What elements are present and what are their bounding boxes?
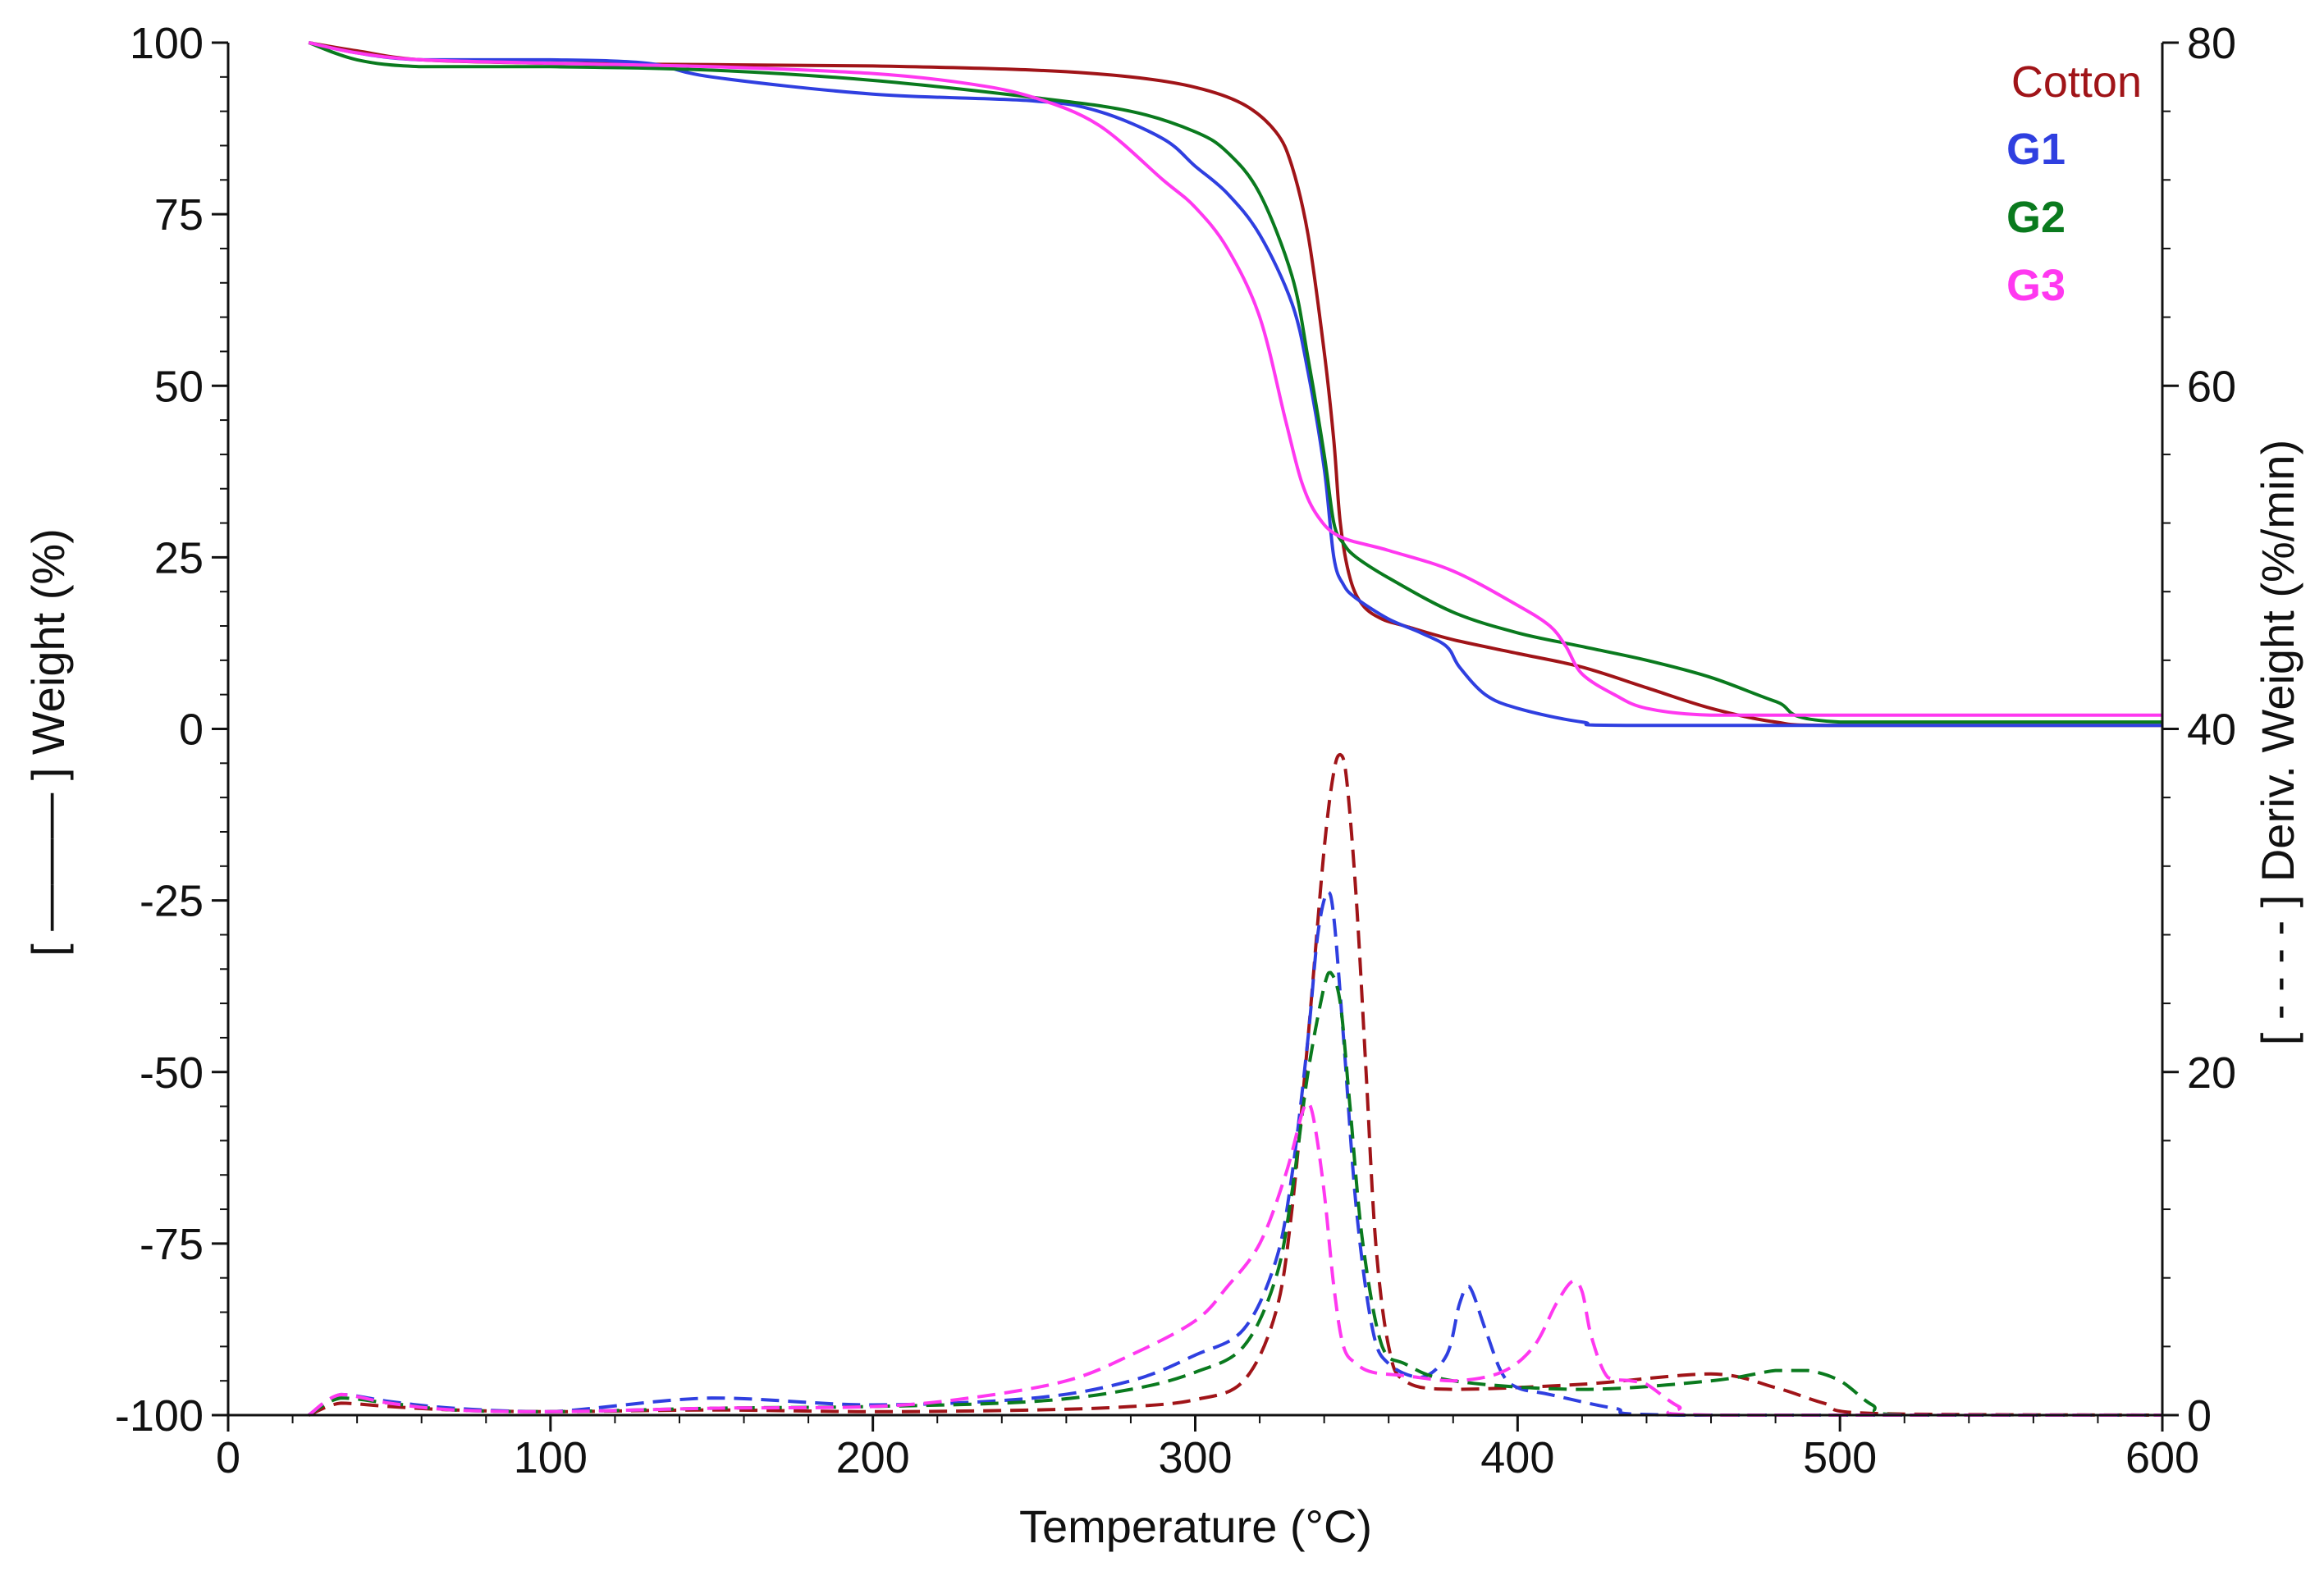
y-left-tick-label: 100 (130, 19, 204, 68)
y-left-tick-label: -50 (140, 1048, 204, 1098)
y-right-tick-label: 60 (2187, 362, 2236, 411)
x-tick-label: 200 (836, 1433, 910, 1482)
x-tick-label: 0 (216, 1433, 240, 1482)
y-right-tick-label: 40 (2187, 706, 2236, 755)
y-right-tick-label: 0 (2187, 1391, 2212, 1441)
series-line-g2 (308, 41, 2162, 724)
legend-entry-cotton: Cotton (2011, 57, 2142, 107)
x-tick-label: 600 (2125, 1433, 2199, 1482)
y-right-tick-label: 20 (2187, 1048, 2236, 1098)
series-line-g1-dtg (308, 890, 2162, 1418)
y-right-tick-label: 80 (2187, 19, 2236, 68)
y-left-tick-label: 75 (154, 190, 204, 240)
series-line-g3-dtg (308, 1101, 2162, 1418)
y-left-tick-label: -100 (115, 1391, 204, 1441)
y-left-tick-label: 50 (154, 362, 204, 411)
legend: Cotton G1 G2 G3 (2006, 57, 2142, 310)
y-left-tick-label: -25 (140, 877, 204, 926)
series-line-g3 (308, 41, 2162, 717)
x-tick-label: 300 (1158, 1433, 1232, 1482)
x-tick-label: 100 (514, 1433, 588, 1482)
series-line-cotton (308, 41, 2162, 728)
y-right-axis-title: [ - - - - ] Deriv. Weight (%/min) (2252, 440, 2303, 1045)
x-axis-title: Temperature (°C) (1019, 1500, 1372, 1552)
ticks-layer: 0 100 200 300 400 500 600-100-75-50-2502550751… (115, 19, 2236, 1482)
x-tick-label: 500 (1803, 1433, 1877, 1482)
y-left-tick-label: -75 (140, 1220, 204, 1269)
legend-entry-g2: G2 (2006, 193, 2066, 242)
y-left-tick-label: 0 (179, 706, 204, 755)
legend-entry-g1: G1 (2006, 125, 2066, 174)
y-left-axis-title: [ ——— ] Weight (%) (22, 528, 74, 957)
y-left-tick-label: 25 (154, 533, 204, 582)
x-tick-label: 400 (1480, 1433, 1554, 1482)
legend-entry-g3: G3 (2006, 261, 2066, 310)
series-layer (308, 41, 2163, 1418)
